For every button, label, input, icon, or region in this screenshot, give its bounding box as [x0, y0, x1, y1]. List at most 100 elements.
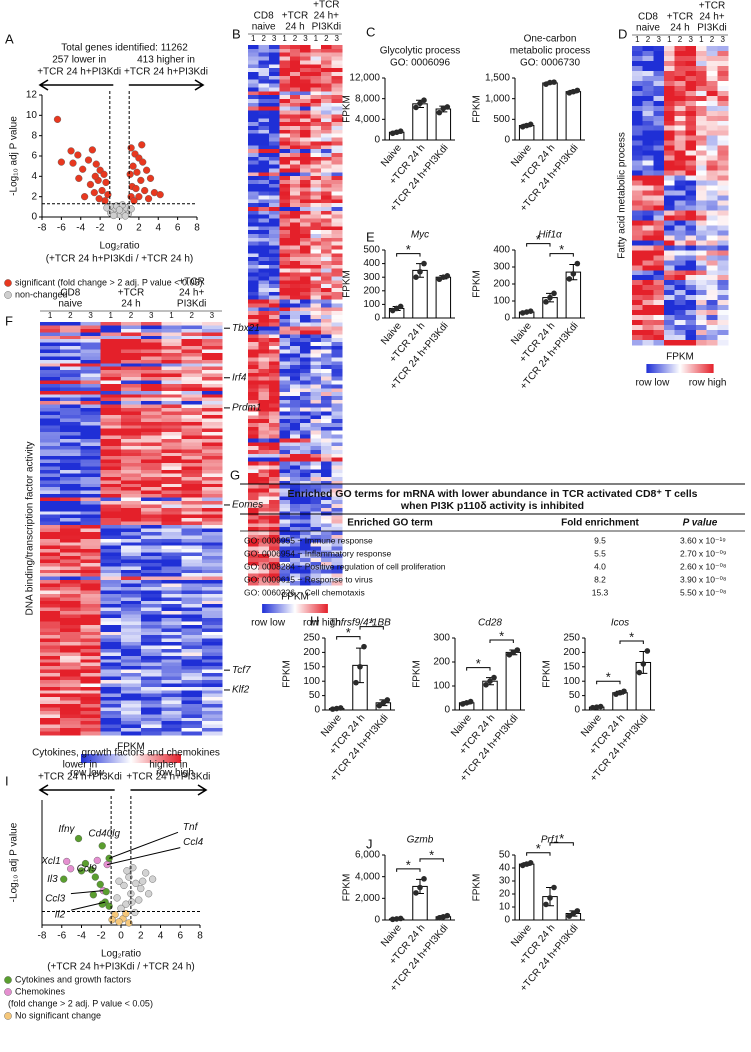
heatmap-cell: [181, 686, 203, 691]
colorbar: [81, 754, 181, 763]
heatmap-cell: [268, 531, 280, 536]
heatmap-cell: [40, 408, 61, 412]
heatmap-cell: [268, 573, 280, 578]
heatmap-cell: [279, 280, 291, 285]
heatmap-cell: [161, 339, 182, 344]
heatmap-cell: [258, 484, 270, 489]
heatmap-cell: [120, 587, 142, 591]
heatmap-cell: [248, 311, 259, 316]
heatmap-cell: [331, 477, 343, 482]
heatmap-cell: [696, 225, 708, 231]
heatmap-cell: [289, 442, 301, 447]
heatmap-cell: [289, 195, 301, 200]
heatmap-cell: [310, 446, 322, 451]
heatmap-cell: [100, 377, 122, 381]
heatmap-cell: [321, 226, 332, 231]
heatmap-cell: [300, 230, 312, 235]
data-point: [137, 176, 145, 185]
replicate-point: [527, 121, 534, 128]
heatmap-cell: [141, 666, 162, 671]
heatmap-cell: [181, 342, 203, 347]
heatmap-cell: [653, 285, 665, 291]
data-point: [117, 904, 125, 912]
heatmap-cell: [181, 370, 203, 375]
heatmap-cell: [279, 203, 291, 208]
heatmap-cell: [300, 210, 312, 216]
heatmap-cell: [120, 397, 142, 402]
heatmap-cell: [248, 210, 259, 216]
heatmap-cell: [653, 90, 665, 97]
heatmap-cell: [632, 175, 644, 181]
heatmap-cell: [120, 679, 142, 684]
heatmap-cell: [248, 106, 259, 111]
heatmap-cell: [642, 220, 654, 226]
heatmap-cell: [664, 160, 676, 166]
heatmap-cell: [181, 717, 203, 722]
heatmap-cell: [268, 581, 280, 586]
heatmap-cell: [201, 494, 223, 498]
heatmap-cell: [248, 419, 259, 424]
heatmap-cell: [696, 165, 708, 171]
heatmap-cell: [279, 573, 291, 578]
heatmap-cell: [300, 376, 312, 381]
heatmap-cell: [706, 335, 718, 341]
heatmap-cell: [642, 85, 654, 92]
heatmap-cell: [141, 638, 162, 643]
heatmap-cell: [331, 523, 343, 528]
heatmap-cell: [80, 414, 102, 419]
heatmap-cell: [653, 170, 665, 176]
heatmap-cell: [310, 484, 322, 489]
heatmap-cell: [60, 535, 81, 540]
heatmap-cell: [289, 284, 301, 289]
heatmap-cell: [60, 707, 81, 712]
heatmap-cell: [80, 359, 102, 364]
heatmap-cell: [696, 150, 708, 157]
heatmap-cell: [100, 731, 122, 736]
group-label: naive: [636, 23, 660, 34]
heatmap-cell: [279, 237, 291, 243]
heatmap-cell: [696, 195, 708, 201]
heatmap-cell: [181, 346, 203, 350]
heatmap-cell: [161, 411, 182, 416]
heatmap-cell: [321, 214, 332, 219]
heatmap-cell: [310, 79, 322, 84]
heatmap-cell: [300, 438, 312, 443]
heatmap-cell: [331, 199, 343, 204]
heatmap-cell: [310, 268, 322, 273]
heatmap-cell: [717, 115, 729, 122]
heatmap-cell: [300, 342, 312, 347]
heatmap-cell: [268, 311, 280, 316]
heatmap-cell: [141, 652, 162, 657]
heatmap-cell: [696, 200, 708, 206]
heatmap-cell: [248, 160, 259, 165]
heatmap-cell: [268, 106, 280, 111]
leader-line: [70, 890, 104, 895]
heatmap-cell: [40, 693, 61, 698]
heatmap-cell: [321, 388, 332, 393]
heatmap-cell: [268, 295, 280, 300]
heatmap-cell: [201, 356, 223, 361]
heatmap-cell: [279, 214, 291, 219]
heatmap-cell: [181, 679, 203, 684]
heatmap-cell: [120, 531, 142, 536]
heatmap-cell: [141, 397, 162, 402]
heatmap-cell: [120, 525, 142, 529]
heatmap-cell: [632, 65, 644, 72]
heatmap-cell: [248, 531, 259, 536]
colorbar-low: row low: [635, 378, 670, 389]
heatmap-cell: [310, 500, 322, 505]
heatmap-cell: [300, 261, 312, 266]
heatmap-cell: [717, 250, 729, 256]
heatmap-cell: [181, 631, 203, 636]
heatmap-cell: [279, 399, 291, 405]
heatmap-cell: [279, 542, 291, 547]
heatmap-cell: [120, 490, 142, 495]
heatmap-cell: [201, 473, 223, 478]
heatmap-cell: [120, 408, 142, 412]
heatmap-cell: [161, 401, 182, 405]
heatmap-cell: [80, 480, 102, 485]
heatmap-cell: [289, 392, 301, 397]
row-label: Tbx21: [232, 323, 260, 334]
y-axis-label: -Log₁₀ adj P value: [9, 116, 20, 196]
heatmap-cell: [80, 518, 102, 523]
